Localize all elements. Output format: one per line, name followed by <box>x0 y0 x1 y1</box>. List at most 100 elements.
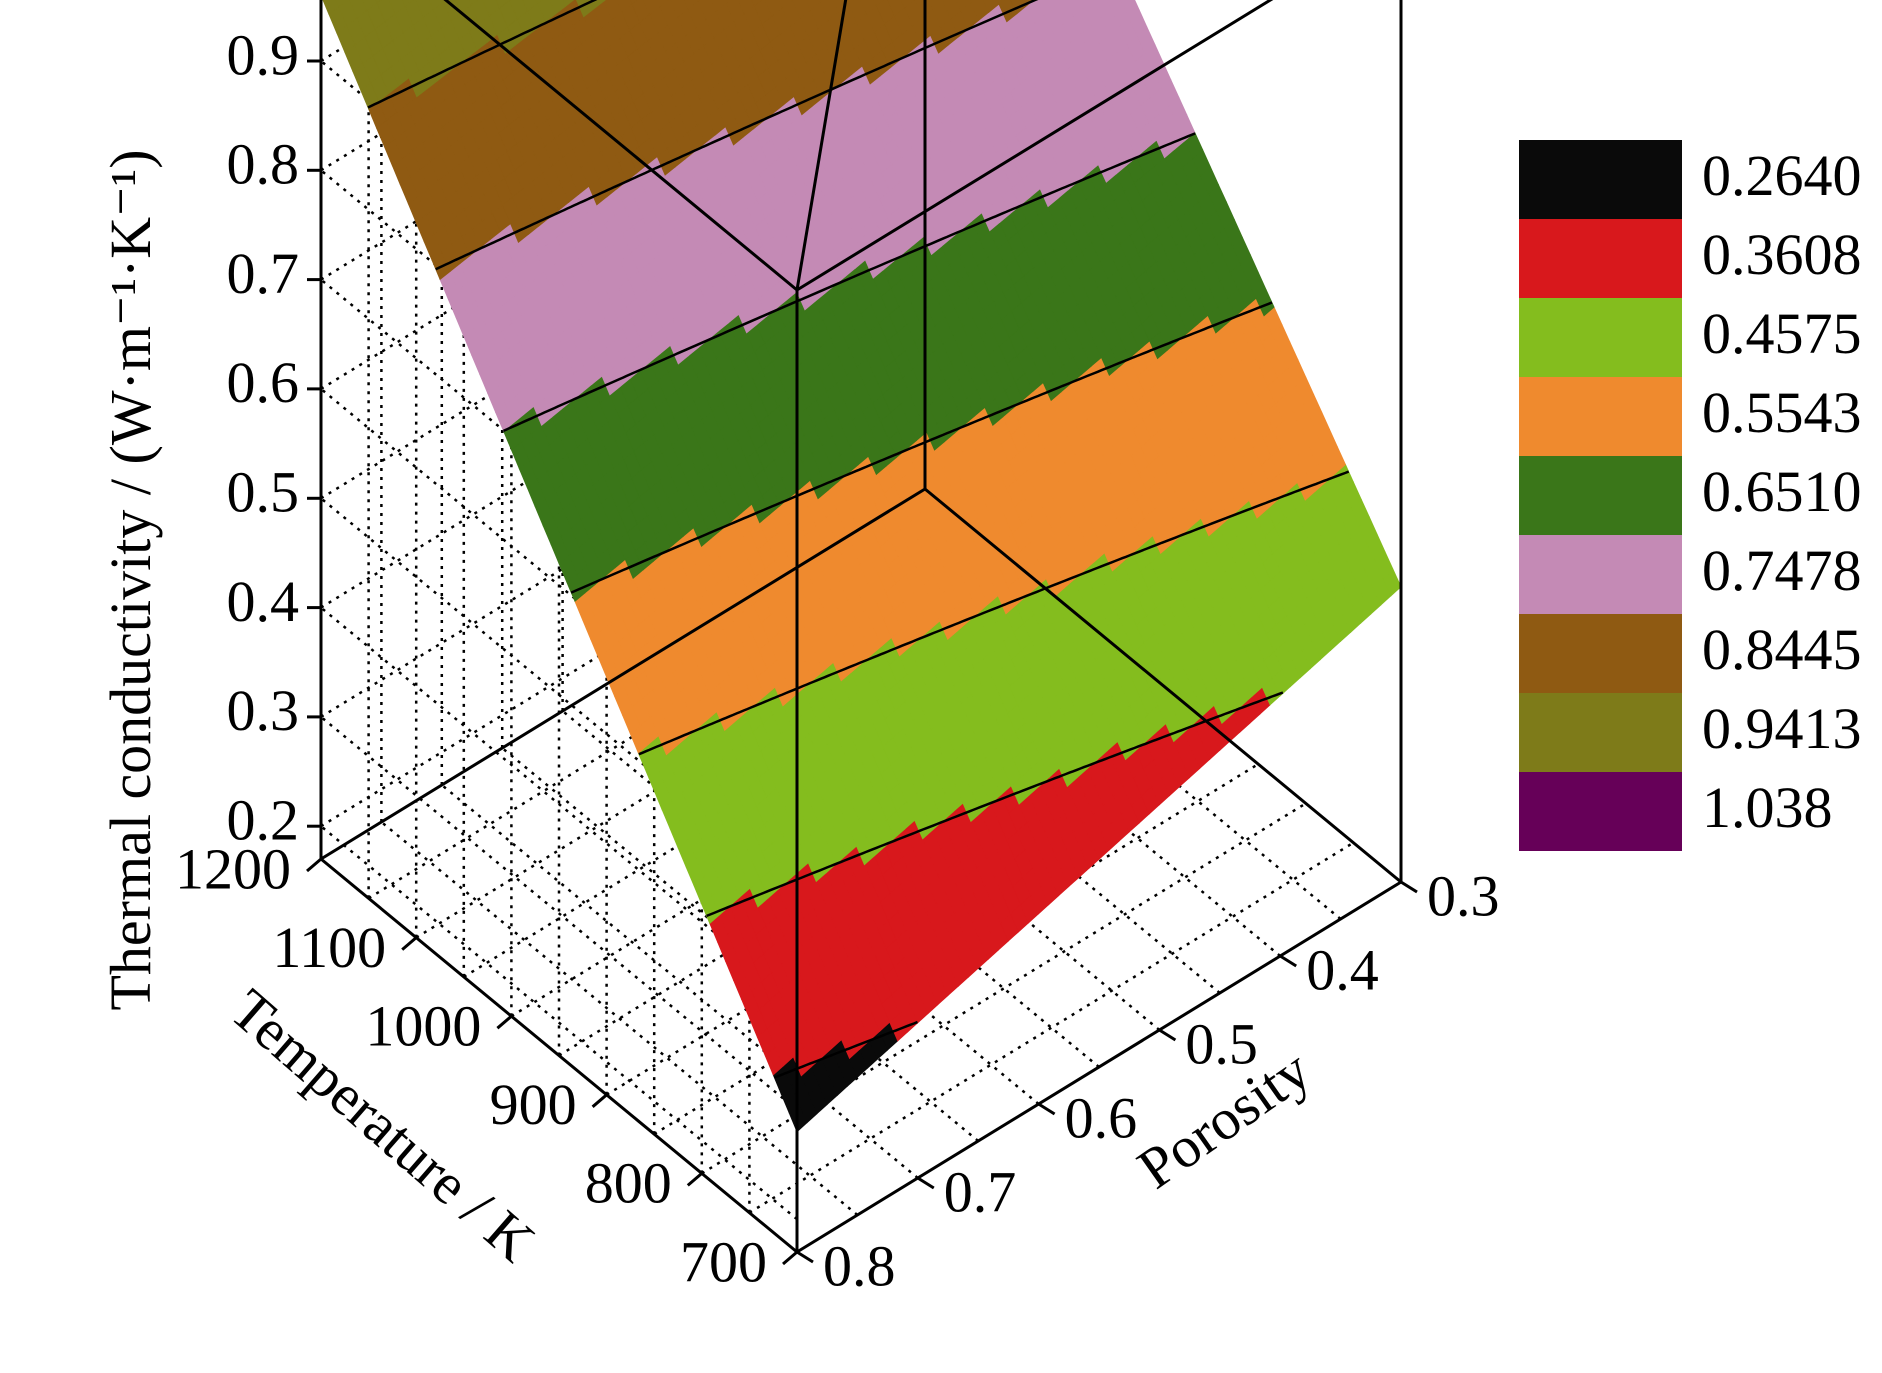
surface-patch <box>589 0 605 10</box>
left-wall-grid-line <box>320 497 798 893</box>
right-wall-grid-line <box>320 236 926 609</box>
contour-line <box>638 470 1350 756</box>
surface-patch <box>941 0 945 2</box>
surface-patch <box>629 0 638 5</box>
contour-line <box>706 691 1284 918</box>
box-edge <box>796 0 1274 292</box>
x-tick-label: 1000 <box>365 994 481 1059</box>
y-tick-label: 0.3 <box>1427 863 1500 928</box>
x-tick-label: 1100 <box>272 915 386 980</box>
y-tick-mark <box>1158 1028 1177 1042</box>
surface-patch <box>495 0 510 9</box>
surface-patch <box>955 0 972 12</box>
surface-patch <box>1079 0 1094 9</box>
z-tick-label: 0.5 <box>227 460 300 525</box>
contour-line <box>502 132 1196 433</box>
surface-patch <box>805 0 821 11</box>
surface-patch <box>725 0 745 23</box>
y-tick-label: 0.4 <box>1306 937 1379 1002</box>
legend-label: 0.7478 <box>1702 538 1862 603</box>
surface-patch <box>859 0 877 15</box>
y-tick-mark <box>1037 1102 1056 1116</box>
surface-patch <box>603 0 623 21</box>
floor-grid-line <box>510 645 1117 1018</box>
right-wall-grid-line <box>320 345 926 718</box>
surface-patch <box>643 0 661 15</box>
surface-patch <box>846 0 855 5</box>
contour-line <box>570 301 1273 594</box>
surface <box>322 0 1402 1133</box>
legend-label: 0.9413 <box>1702 696 1862 761</box>
y-tick-mark <box>917 1176 935 1190</box>
surface-patch <box>778 0 793 9</box>
surface-patch <box>602 0 606 2</box>
surface-patch <box>697 0 717 20</box>
contour-line <box>435 0 1039 271</box>
box-edges <box>319 0 1403 1254</box>
surface-patch <box>819 0 839 21</box>
surface-patch <box>631 0 651 23</box>
box-edge <box>320 487 926 861</box>
surface-patch <box>616 0 633 13</box>
y-tick-mark <box>796 1250 814 1264</box>
right-wall-grid-line <box>320 127 926 500</box>
legend: 0.2640 0.3608 0.4575 0.5543 0.6510 0.7478 0.84… <box>1519 140 1862 851</box>
surface-patch <box>970 0 990 22</box>
axis-ticks: 0.20.30.40.50.60.70.80.91.07008009001000… <box>175 22 1500 1298</box>
x-tick-label: 1200 <box>175 836 291 901</box>
legend-label: 0.5543 <box>1702 380 1862 445</box>
surface-patch <box>781 0 801 27</box>
surface-patch <box>1065 0 1084 17</box>
legend-swatch <box>1519 140 1682 219</box>
left-wall-grid-line <box>320 387 798 783</box>
box-edge <box>795 0 848 291</box>
z-tick-label: 0.8 <box>227 132 300 197</box>
surface-patch <box>468 0 479 6</box>
surface-patch <box>509 0 528 20</box>
z-tick-label: 0.3 <box>227 678 300 743</box>
surface-patch <box>764 0 783 17</box>
floor-grid-line <box>367 527 974 900</box>
surface-patch <box>322 0 340 15</box>
surface-patch <box>362 0 378 11</box>
surface-patch <box>724 0 732 5</box>
surface-patch <box>428 0 444 11</box>
box-edge <box>320 857 798 1254</box>
z-tick-label: 0.7 <box>227 241 300 306</box>
legend-swatch <box>1519 772 1682 851</box>
surface-patch <box>376 0 396 23</box>
surface-patch <box>873 0 885 7</box>
y-tick-mark <box>1279 954 1297 968</box>
surface-patch <box>659 0 679 26</box>
surface-patch <box>848 0 867 23</box>
surface-patch <box>670 0 689 18</box>
surface-patch <box>904 0 924 27</box>
legend-label: 0.3608 <box>1702 222 1862 287</box>
x-tick-label: 900 <box>490 1072 577 1137</box>
surface-patch <box>1120 0 1140 19</box>
surface-patch <box>562 0 575 7</box>
surface-patch <box>819 0 824 3</box>
surface-patch <box>710 0 727 12</box>
surface-patch <box>1051 0 1064 8</box>
y-tick-label: 0.5 <box>1185 1011 1258 1076</box>
surface-patch <box>969 0 975 4</box>
x-tick-label: 700 <box>680 1229 767 1294</box>
surface-patch <box>575 0 595 18</box>
surface-patch <box>537 0 557 23</box>
surface-patch <box>737 0 755 15</box>
floor-grid-line <box>605 723 1212 1096</box>
surface-patch <box>375 0 382 4</box>
left-wall-grid-line <box>320 715 798 1111</box>
z-tick-label: 0.4 <box>227 569 300 634</box>
surface-patch <box>887 0 906 17</box>
legend-label: 1.038 <box>1702 775 1833 840</box>
surface-patch <box>415 0 434 18</box>
legend-label: 0.4575 <box>1702 301 1862 366</box>
surface-patch <box>349 0 368 19</box>
surface-patch <box>1037 0 1056 16</box>
legend-swatch <box>1519 219 1682 298</box>
left-wall-grid-line <box>320 825 798 1221</box>
z-axis-title: Thermal conductivity / (W·m⁻¹·K⁻¹) <box>98 149 163 1010</box>
